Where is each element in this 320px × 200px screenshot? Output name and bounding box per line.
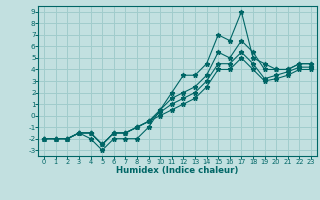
X-axis label: Humidex (Indice chaleur): Humidex (Indice chaleur) bbox=[116, 166, 239, 175]
